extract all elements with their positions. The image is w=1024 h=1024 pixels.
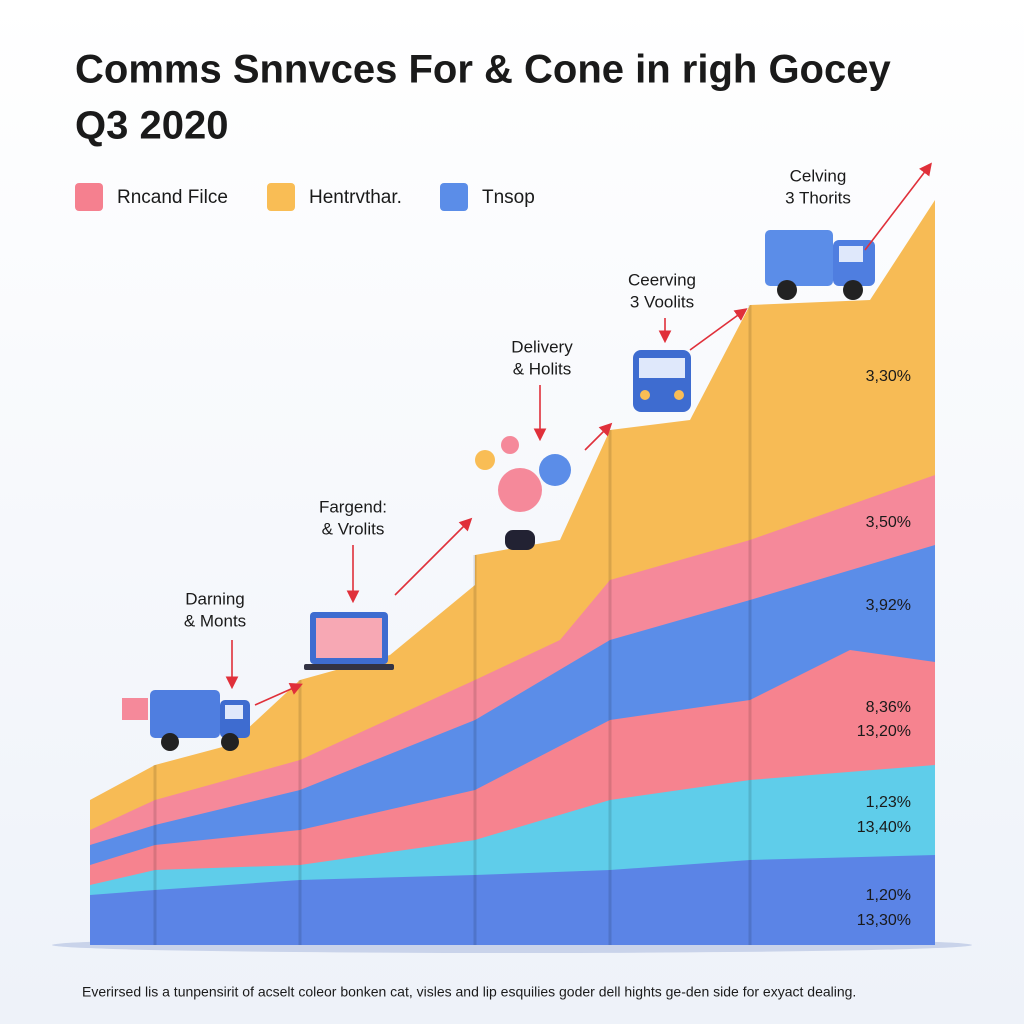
annotation: Celving: [790, 166, 847, 185]
side-label: 1,23%: [866, 794, 911, 811]
legend-label: Rncand Filce: [117, 187, 228, 208]
annotation: Ceerving: [628, 270, 696, 289]
annotation: 3 Voolits: [630, 292, 694, 311]
legend-label: Hentrvthar.: [309, 187, 402, 208]
side-label: 8,36%: [866, 699, 911, 716]
footnote: Everirsed lis a tunpensirit of acselt co…: [82, 984, 856, 1000]
side-label: 3,50%: [866, 514, 911, 531]
legend-swatch: [267, 183, 295, 211]
annotation: Darning: [185, 589, 245, 608]
side-labels: 3,30% 3,50% 3,92% 8,36% 13,20% 1,23% 13,40% 1,2…: [857, 368, 911, 929]
side-label: 3,92%: [866, 597, 911, 614]
side-label: 13,30%: [857, 912, 911, 929]
side-label: 13,20%: [857, 723, 911, 740]
side-label: 13,40%: [857, 819, 911, 836]
side-label: 1,20%: [866, 887, 911, 904]
annotation: 3 Thorits: [785, 188, 851, 207]
annotations: Darning & Monts Fargend: & Vrolits Delivery &…: [184, 166, 851, 630]
subtitle: Q3 2020: [75, 104, 228, 148]
legend-label: Tnsop: [482, 187, 535, 208]
side-label: 3,30%: [866, 368, 911, 385]
annotation: & Monts: [184, 611, 246, 630]
arrows: [225, 162, 932, 706]
legend: Rncand Filce Hentrvthar. Tnsop: [75, 183, 535, 211]
legend-swatch: [75, 183, 103, 211]
area-layer: [90, 855, 935, 945]
annotation: Fargend:: [319, 497, 387, 516]
legend-swatch: [440, 183, 468, 211]
annotation: & Holits: [513, 359, 572, 378]
icons: [122, 230, 875, 751]
title: Comms Snnvces For & Cone in righ Gocey: [75, 48, 891, 92]
annotation: Delivery: [511, 337, 573, 356]
stacked-areas: [90, 200, 935, 945]
annotation: & Vrolits: [322, 519, 385, 538]
